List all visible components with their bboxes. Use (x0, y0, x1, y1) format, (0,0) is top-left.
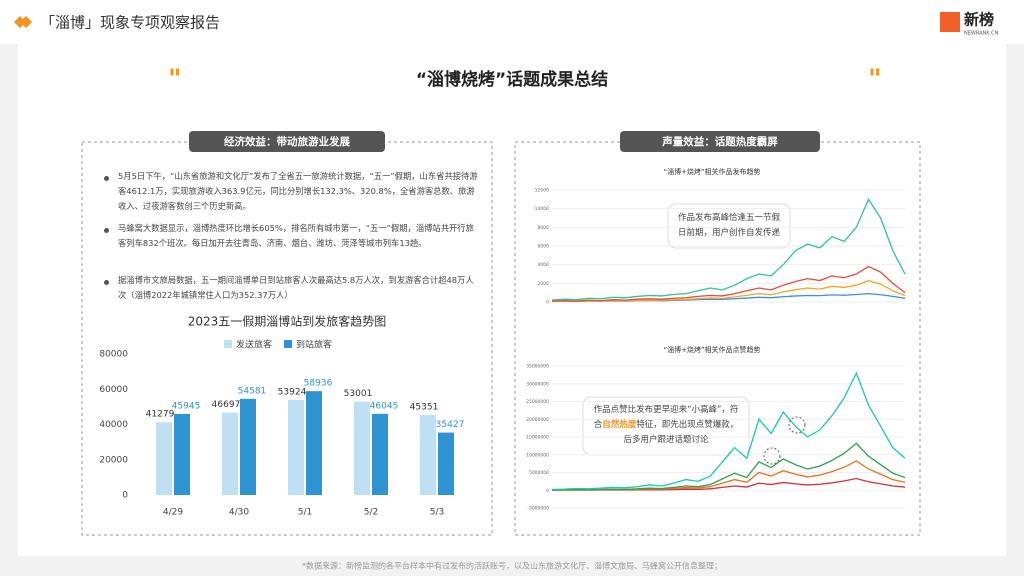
callout-highlight: 自然热度 (602, 420, 637, 430)
right-box (514, 141, 921, 536)
line (551, 280, 906, 303)
callout-text: 特征，即先出现点赞爆款，后多用户跟进话题讨论 (623, 420, 739, 445)
value-label: 54581 (238, 386, 267, 396)
y-tick-label: 0 (546, 300, 549, 306)
x-tick-label: 4/29 (163, 508, 183, 518)
y-tick-label: 10000 (535, 206, 549, 212)
section-label: 经济效益：带动旅游业发展 (224, 135, 350, 148)
y-tick-label: 30000000 (526, 381, 549, 387)
bar (222, 412, 238, 495)
logo: 新榜 (964, 11, 994, 29)
bar (420, 415, 436, 495)
label-pill (620, 131, 820, 152)
value-label: 46697 (212, 400, 241, 410)
label-pill (189, 131, 385, 152)
y-tick-label: -5000000 (527, 506, 549, 512)
x-tick-label: 5/1 (298, 508, 312, 518)
y-tick-label: 15000000 (526, 435, 549, 441)
icon (14, 16, 32, 28)
y-tick-label: 5000000 (529, 470, 549, 476)
footer: *数据来源：新榜监测的各平台样本中有过发布的活跃账号，以及山东旅游文化厅、淄博文… (302, 561, 722, 571)
quote: " (868, 65, 882, 95)
callout-box (667, 203, 791, 249)
section-label: 声量效益：话题热度霸屏 (661, 135, 778, 148)
y-tick-label: 8000 (538, 225, 550, 231)
bullet (104, 280, 109, 285)
value-label: 46045 (370, 401, 399, 411)
bar (240, 398, 256, 495)
line (551, 265, 906, 302)
bar (372, 413, 388, 495)
logo-sub: NEWRANK.CN (964, 31, 999, 37)
value-label: 35427 (436, 420, 465, 430)
y-tick-label: 35000000 (526, 364, 549, 370)
bar (156, 422, 172, 495)
chart-title: “淄博+烧烤”相关作品发布趋势 (663, 167, 760, 176)
x-tick-label: 4/30 (229, 508, 249, 518)
y-tick-label: 12000 (535, 188, 549, 194)
y-tick-label: 60000 (99, 385, 128, 395)
legend-label: 到站旅客 (296, 339, 332, 351)
line (551, 371, 906, 491)
value-label: 45945 (172, 402, 201, 412)
bar (174, 414, 190, 495)
callout: 作品点赞比发布更早迎来“小高峰”，符合自然热度特征，即先出现点赞爆款，后多用户跟… (590, 403, 742, 448)
bar (438, 432, 454, 495)
y-tick-label: 2000 (538, 281, 550, 287)
value-label: 58936 (304, 379, 333, 389)
bar (288, 399, 304, 495)
y-tick-label: 6000 (538, 244, 550, 250)
topbar (0, 0, 1024, 44)
chart-title: “淄博+烧烤”相关作品点赞趋势 (663, 345, 760, 354)
highlight-circle (763, 447, 781, 465)
page-title: 「淄博」现象专项观察报告 (40, 14, 220, 32)
callout: 作品发布高峰恰逢五一节假日前期，用户创作自发传递 (677, 213, 780, 238)
legend-swatch (224, 340, 232, 348)
line (551, 197, 906, 301)
bar (354, 401, 370, 495)
bullet-text: 5月5日下午，“山东省旅游和文化厅”发布了全省五一旅游统计数据，“五一”假期，山… (118, 171, 478, 211)
value-label: 41279 (146, 410, 175, 420)
y-tick-label: 20000000 (526, 417, 549, 423)
y-tick-label: 10000000 (526, 452, 549, 458)
bullet (104, 176, 109, 181)
y-tick-label: 0 (546, 488, 549, 494)
y-tick-label: 4000 (538, 262, 550, 268)
logo-icon (940, 12, 960, 32)
bullet-text: 据淄博市文旅局数据，五一期间淄博单日到站旅客人次最高达5.8万人次，到发游客合计… (118, 275, 474, 300)
bullet (104, 228, 109, 233)
y-tick-label: 25000000 (526, 399, 549, 405)
chart-title: 2023五一假期淄博站到发旅客趋势图 (188, 314, 387, 329)
legend-label: 发送旅客 (236, 339, 272, 351)
y-tick-label: 80000 (99, 350, 128, 360)
x-tick-label: 5/2 (364, 508, 378, 518)
y-tick-label: 20000 (99, 455, 128, 465)
y-tick-label: 0 (122, 491, 128, 501)
heading: “淄博烧烤”话题成果总结 (416, 69, 608, 90)
legend-swatch (284, 340, 292, 348)
callout-text: 作品点赞比发布更早迎来“小高峰”，符合 (593, 405, 739, 430)
value-label: 45351 (410, 403, 439, 413)
y-tick-label: 40000 (99, 420, 128, 430)
bar (306, 391, 322, 495)
bullet-text: 马蜂窝大数据显示，淄博热度环比增长605%，排名所有城市第一，“五一”假期，淄博… (118, 223, 474, 248)
quote: " (168, 65, 182, 95)
value-label: 53001 (344, 389, 373, 399)
line (551, 442, 906, 491)
highlight-circle (788, 416, 806, 434)
x-tick-label: 5/3 (430, 508, 444, 518)
value-label: 53924 (278, 387, 307, 397)
